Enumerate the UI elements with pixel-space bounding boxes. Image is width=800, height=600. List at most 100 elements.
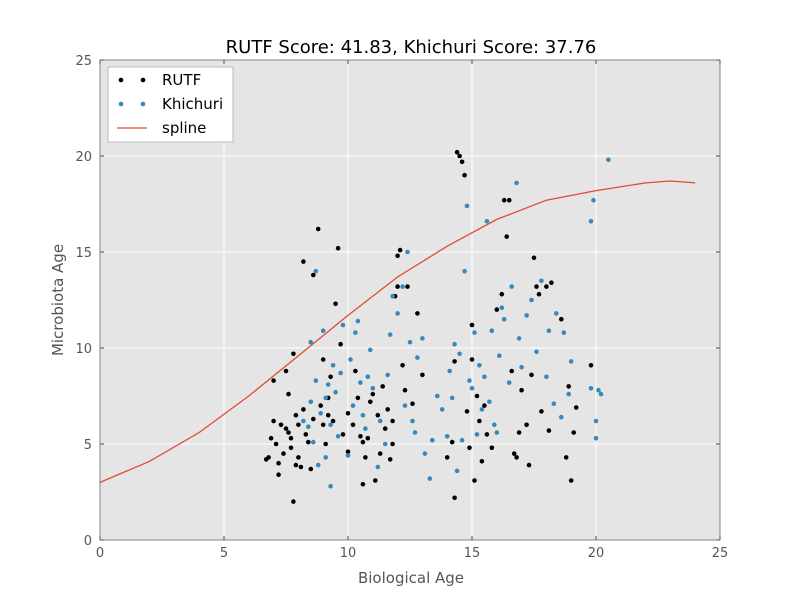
point-rutf	[484, 432, 490, 437]
point-rutf	[268, 435, 274, 441]
point-rutf	[296, 455, 301, 460]
x-axis-label: Biological Age	[358, 569, 464, 587]
point-khichuri	[407, 339, 413, 345]
point-rutf	[511, 451, 517, 456]
point-khichuri	[387, 332, 393, 337]
point-khichuri	[467, 378, 472, 383]
point-khichuri	[546, 328, 552, 334]
point-khichuri	[348, 357, 353, 362]
point-khichuri	[311, 439, 316, 445]
point-khichuri	[459, 437, 465, 443]
point-rutf	[472, 478, 477, 483]
point-khichuri	[593, 435, 599, 441]
point-rutf	[330, 418, 336, 424]
point-rutf	[457, 153, 462, 159]
point-rutf	[563, 455, 569, 460]
point-rutf	[410, 401, 415, 407]
point-rutf	[377, 451, 383, 456]
point-khichuri	[365, 374, 371, 380]
series-line-spline	[99, 180, 696, 483]
point-khichuri	[477, 363, 482, 368]
point-rutf	[452, 495, 457, 501]
point-khichuri	[427, 476, 433, 481]
point-khichuri	[435, 393, 440, 399]
point-rutf	[568, 478, 574, 483]
point-rutf	[358, 434, 363, 439]
point-rutf	[395, 253, 400, 259]
point-rutf	[308, 466, 314, 472]
point-rutf	[516, 430, 522, 435]
point-rutf	[350, 422, 356, 428]
point-khichuri	[345, 453, 351, 458]
legend-label-spline: spline	[162, 119, 206, 137]
point-rutf	[291, 499, 296, 504]
point-khichuri	[591, 197, 596, 203]
point-khichuri	[449, 395, 455, 401]
point-rutf	[303, 432, 309, 437]
point-khichuri	[308, 399, 314, 405]
point-khichuri	[323, 395, 329, 401]
legend-marker-khichuri	[140, 101, 146, 107]
point-rutf	[293, 462, 299, 468]
point-khichuri	[593, 418, 599, 424]
point-rutf	[286, 391, 291, 397]
point-rutf	[400, 363, 405, 368]
point-rutf	[353, 368, 358, 374]
point-khichuri	[551, 401, 557, 407]
point-rutf	[276, 472, 281, 478]
point-rutf	[501, 197, 507, 203]
point-rutf	[588, 363, 594, 368]
point-khichuri	[439, 407, 445, 412]
point-rutf	[405, 284, 410, 289]
point-khichuri	[320, 328, 326, 334]
point-khichuri	[325, 382, 331, 387]
point-khichuri	[410, 418, 415, 424]
point-khichuri	[506, 380, 512, 385]
legend-marker-rutf	[140, 77, 146, 83]
point-rutf	[370, 391, 376, 397]
point-khichuri	[568, 359, 574, 364]
point-rutf	[387, 457, 393, 462]
point-khichuri	[375, 464, 381, 470]
point-rutf	[283, 368, 289, 374]
point-rutf	[355, 395, 361, 401]
point-rutf	[549, 280, 554, 286]
point-khichuri	[405, 249, 410, 255]
point-rutf	[529, 372, 534, 378]
point-khichuri	[412, 430, 418, 435]
point-rutf	[328, 374, 333, 380]
point-khichuri	[534, 349, 539, 355]
point-rutf	[469, 357, 475, 362]
point-khichuri	[350, 403, 356, 408]
point-khichuri	[420, 336, 425, 341]
point-rutf	[380, 384, 386, 389]
point-rutf	[368, 399, 373, 405]
x-tick-label: 20	[588, 546, 605, 561]
point-khichuri	[368, 347, 373, 353]
point-khichuri	[353, 330, 358, 335]
point-rutf	[318, 403, 324, 408]
y-tick-label: 20	[75, 150, 92, 165]
point-rutf	[526, 462, 532, 468]
x-tick-label: 0	[96, 546, 104, 561]
point-rutf	[477, 418, 482, 424]
point-rutf	[283, 426, 289, 431]
point-khichuri	[559, 414, 564, 420]
point-rutf	[345, 411, 351, 416]
point-rutf	[390, 418, 395, 424]
point-rutf	[415, 311, 420, 316]
point-rutf	[273, 441, 279, 447]
point-rutf	[504, 234, 510, 239]
legend-marker-khichuri	[118, 101, 124, 107]
point-khichuri	[519, 364, 524, 370]
point-khichuri	[328, 483, 333, 489]
point-khichuri	[514, 180, 519, 186]
point-rutf	[459, 159, 465, 165]
point-rutf	[311, 416, 316, 422]
point-khichuri	[462, 268, 467, 274]
legend-marker-rutf	[118, 77, 124, 83]
point-khichuri	[596, 387, 601, 393]
point-rutf	[315, 226, 321, 232]
y-tick-label: 10	[75, 342, 92, 357]
